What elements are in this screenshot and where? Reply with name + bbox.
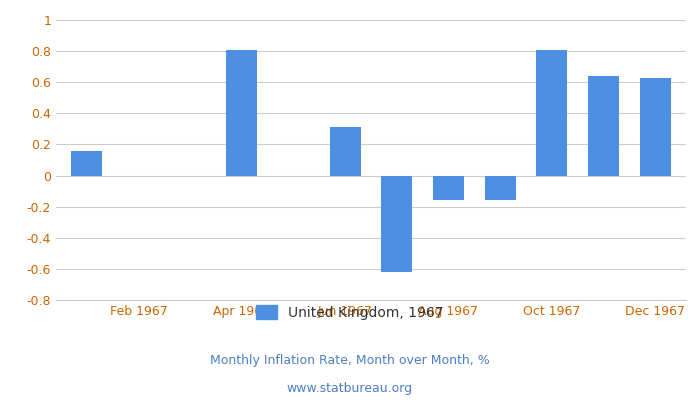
Text: www.statbureau.org: www.statbureau.org	[287, 382, 413, 395]
Bar	[433, 176, 464, 200]
Bar	[71, 151, 102, 176]
Text: Monthly Inflation Rate, Month over Month, %: Monthly Inflation Rate, Month over Month…	[210, 354, 490, 367]
Bar	[640, 78, 671, 176]
Bar	[226, 50, 258, 176]
Bar	[588, 76, 619, 176]
Legend: United Kingdom, 1967: United Kingdom, 1967	[251, 299, 449, 325]
Bar	[536, 50, 567, 176]
Bar	[484, 176, 516, 200]
Bar	[330, 127, 360, 176]
Bar	[382, 176, 412, 272]
